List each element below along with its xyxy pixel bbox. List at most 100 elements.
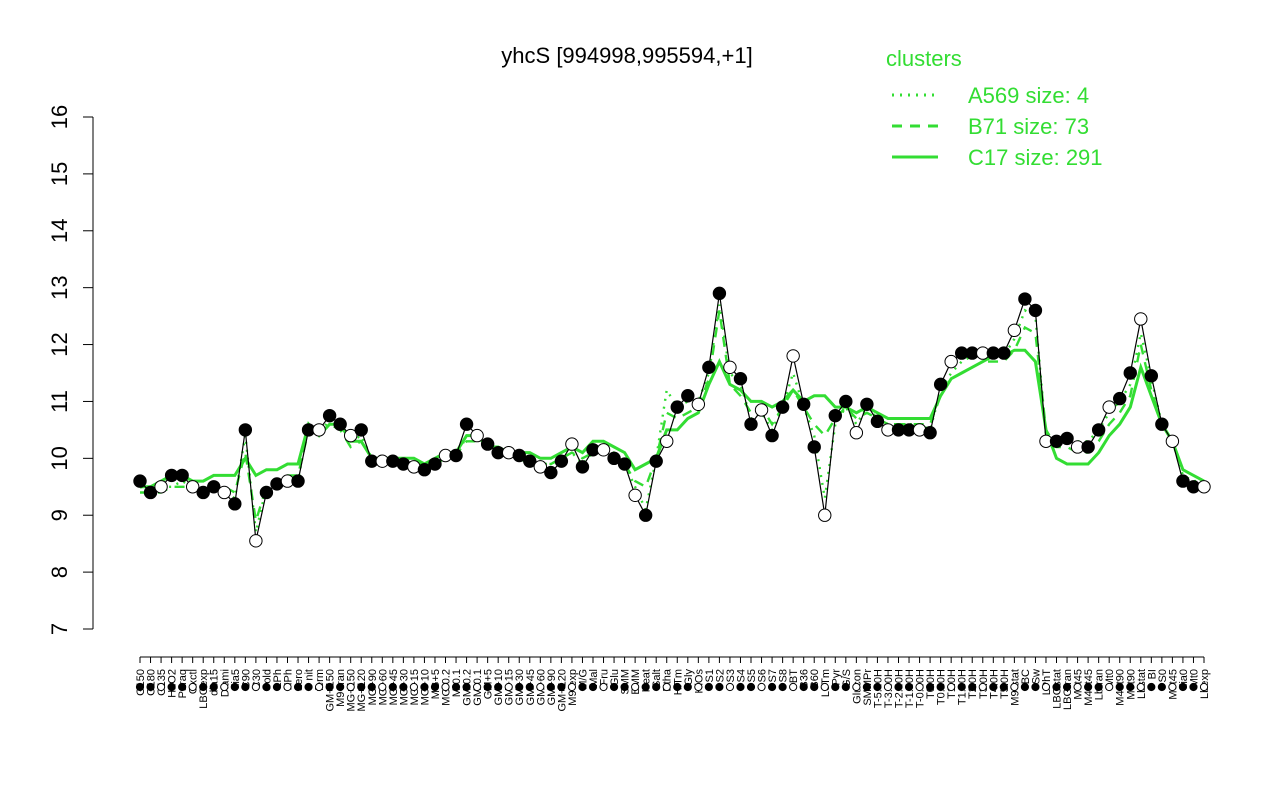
data-point xyxy=(133,474,147,488)
x-tick-label: BI xyxy=(1146,669,1158,679)
chart-title: yhcS [994998,995594,+1] xyxy=(501,43,752,68)
y-tick-label: 8 xyxy=(47,566,72,578)
rug-marker xyxy=(557,682,566,692)
y-tick-label: 13 xyxy=(47,275,72,299)
data-point xyxy=(1197,480,1211,494)
rug-marker xyxy=(1062,682,1072,692)
rug-marker xyxy=(504,682,513,692)
rug-marker xyxy=(999,682,1008,692)
x-tick-label: S0 xyxy=(1157,669,1169,682)
data-point xyxy=(1134,312,1148,326)
rug-marker xyxy=(146,682,155,692)
rug-marker xyxy=(283,682,292,692)
rug-marker xyxy=(314,682,324,692)
data-point xyxy=(291,474,305,488)
rug-marker xyxy=(1084,682,1093,692)
data-point xyxy=(923,426,937,440)
data-point xyxy=(723,360,737,375)
data-point xyxy=(354,423,368,437)
rug-marker xyxy=(178,682,187,692)
rug-marker xyxy=(494,682,503,692)
rug-marker xyxy=(831,682,840,692)
rug-marker xyxy=(167,682,176,692)
rug-marker xyxy=(241,682,250,692)
y-tick-label: 12 xyxy=(47,332,72,356)
data-point xyxy=(228,497,242,511)
rug-marker xyxy=(1136,682,1145,692)
y-tick-label: 16 xyxy=(47,105,72,129)
x-tick-label: S1 xyxy=(704,669,716,682)
x-axis: G150G180G135H2O2ParaqOxctlLBGexpdia15Dia… xyxy=(135,656,1211,712)
x-tick-label: nit xyxy=(304,669,316,681)
data-point xyxy=(712,286,727,301)
y-tick-label: 11 xyxy=(47,390,72,413)
data-point xyxy=(175,468,189,483)
data-point xyxy=(596,443,611,457)
rug-marker xyxy=(1052,682,1061,692)
rug-marker xyxy=(188,682,197,692)
data-point xyxy=(807,440,821,454)
rug-marker xyxy=(989,682,998,692)
legend-label: A569 size: 4 xyxy=(968,83,1089,108)
data-point xyxy=(1060,431,1074,446)
data-point xyxy=(470,428,484,443)
rug-marker xyxy=(778,682,787,692)
legend-title: clusters xyxy=(886,46,962,71)
rug-marker xyxy=(515,682,524,692)
rug-marker xyxy=(757,682,766,692)
data-points xyxy=(133,286,1211,548)
legend-label: C17 size: 291 xyxy=(968,145,1103,170)
data-point xyxy=(1144,369,1159,383)
rug-marker xyxy=(904,682,914,692)
x-tick-label: S7 xyxy=(767,669,779,682)
rug-marker xyxy=(388,682,397,692)
rug-marker xyxy=(883,682,893,692)
data-point xyxy=(1102,400,1116,414)
x-tick-label: Salt xyxy=(651,669,663,688)
y-tick-label: 10 xyxy=(47,446,72,470)
data-point xyxy=(754,403,769,417)
rug-marker xyxy=(483,682,492,692)
legend-label: B71 size: 73 xyxy=(968,114,1089,139)
rug-marker xyxy=(230,682,239,692)
data-point xyxy=(259,485,274,500)
y-axis: 7 8 9 10 11 12 13 14 15 16 xyxy=(47,105,94,635)
rug-marker xyxy=(767,682,777,692)
data-point xyxy=(533,460,548,474)
rug-marker xyxy=(1168,682,1177,692)
legend: clusters A569 size: 4 B71 size: 73 C17 siz… xyxy=(886,46,1103,170)
rug-marker xyxy=(662,682,671,692)
x-tick-label: BC xyxy=(1020,669,1032,684)
x-tick-label: Mt0 xyxy=(1188,669,1200,687)
series-lines xyxy=(139,293,1205,541)
data-point xyxy=(796,397,811,411)
rug-marker xyxy=(1010,682,1019,692)
data-point xyxy=(154,480,168,494)
data-point xyxy=(607,451,621,466)
series-line-dashed xyxy=(140,310,1205,522)
y-tick-label: 7 xyxy=(47,623,72,635)
rug-marker xyxy=(536,682,545,692)
x-tick-label: BT xyxy=(788,669,800,683)
y-tick-label: 9 xyxy=(47,509,72,521)
x-tick-label: Pyr xyxy=(830,669,842,686)
data-point xyxy=(554,454,569,468)
data-point xyxy=(733,371,748,386)
data-point xyxy=(670,400,684,414)
x-tick-label: S8 xyxy=(778,669,790,682)
data-point xyxy=(702,360,716,375)
rug-marker xyxy=(1115,682,1124,692)
rug-marker xyxy=(1105,682,1114,692)
rug-marker xyxy=(683,682,692,692)
rug-marker xyxy=(567,682,577,692)
rug-marker xyxy=(957,682,966,692)
x-tick-label: Fru xyxy=(599,669,611,686)
data-point xyxy=(691,397,706,411)
data-point xyxy=(617,457,632,471)
data-point xyxy=(818,508,832,522)
rug-marker xyxy=(894,682,903,692)
data-point xyxy=(322,408,337,423)
rug-marker xyxy=(799,682,808,692)
rug-marker xyxy=(272,682,282,692)
